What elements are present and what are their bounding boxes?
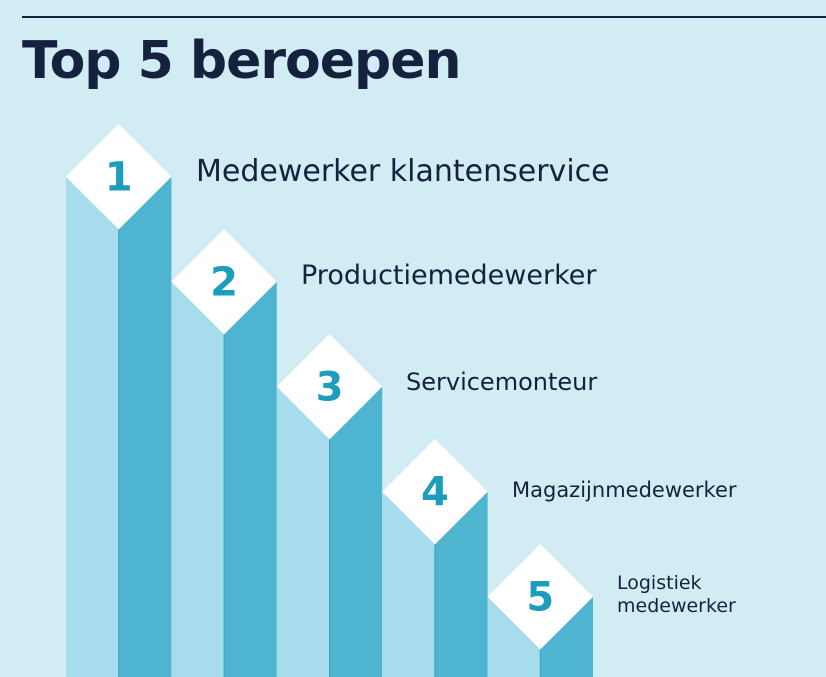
page-title: Top 5 beroepen [22, 31, 462, 91]
rank-diamond-1 [66, 124, 172, 230]
podium-column-2-dark-face [224, 281, 277, 677]
occupation-label-1: Medewerker klantenservice [196, 154, 610, 189]
podium-column-3-light-face [276, 386, 330, 677]
podium-column-4-light-face [382, 491, 435, 677]
rank-diamond-3 [276, 334, 383, 440]
rank-number-3: 3 [316, 365, 344, 411]
rank-diamond-4 [382, 439, 488, 545]
top-rule [22, 16, 826, 18]
occupation-label-2: Productiemedewerker [301, 260, 597, 291]
podium-column-5-dark-face [540, 596, 593, 677]
occupation-label-5: Logistiek medewerker [617, 572, 736, 617]
occupation-label-4: Magazijnmedewerker [512, 478, 737, 502]
podium-column-3-dark-face [329, 386, 383, 677]
podium-column-5-light-face [487, 596, 541, 677]
rank-number-1: 1 [105, 155, 133, 201]
rank-diamond-2 [171, 229, 277, 335]
rank-number-5: 5 [526, 575, 554, 621]
rank-number-4: 4 [421, 470, 449, 516]
podium-column-1-dark-face [118, 176, 172, 677]
rank-diamond-5 [487, 544, 593, 650]
podium-column-2-light-face [171, 281, 225, 677]
occupation-label-3: Servicemonteur [406, 368, 598, 396]
podium-column-4-dark-face [434, 491, 488, 677]
rank-number-2: 2 [210, 260, 238, 306]
podium-column-1-light-face [66, 176, 119, 677]
